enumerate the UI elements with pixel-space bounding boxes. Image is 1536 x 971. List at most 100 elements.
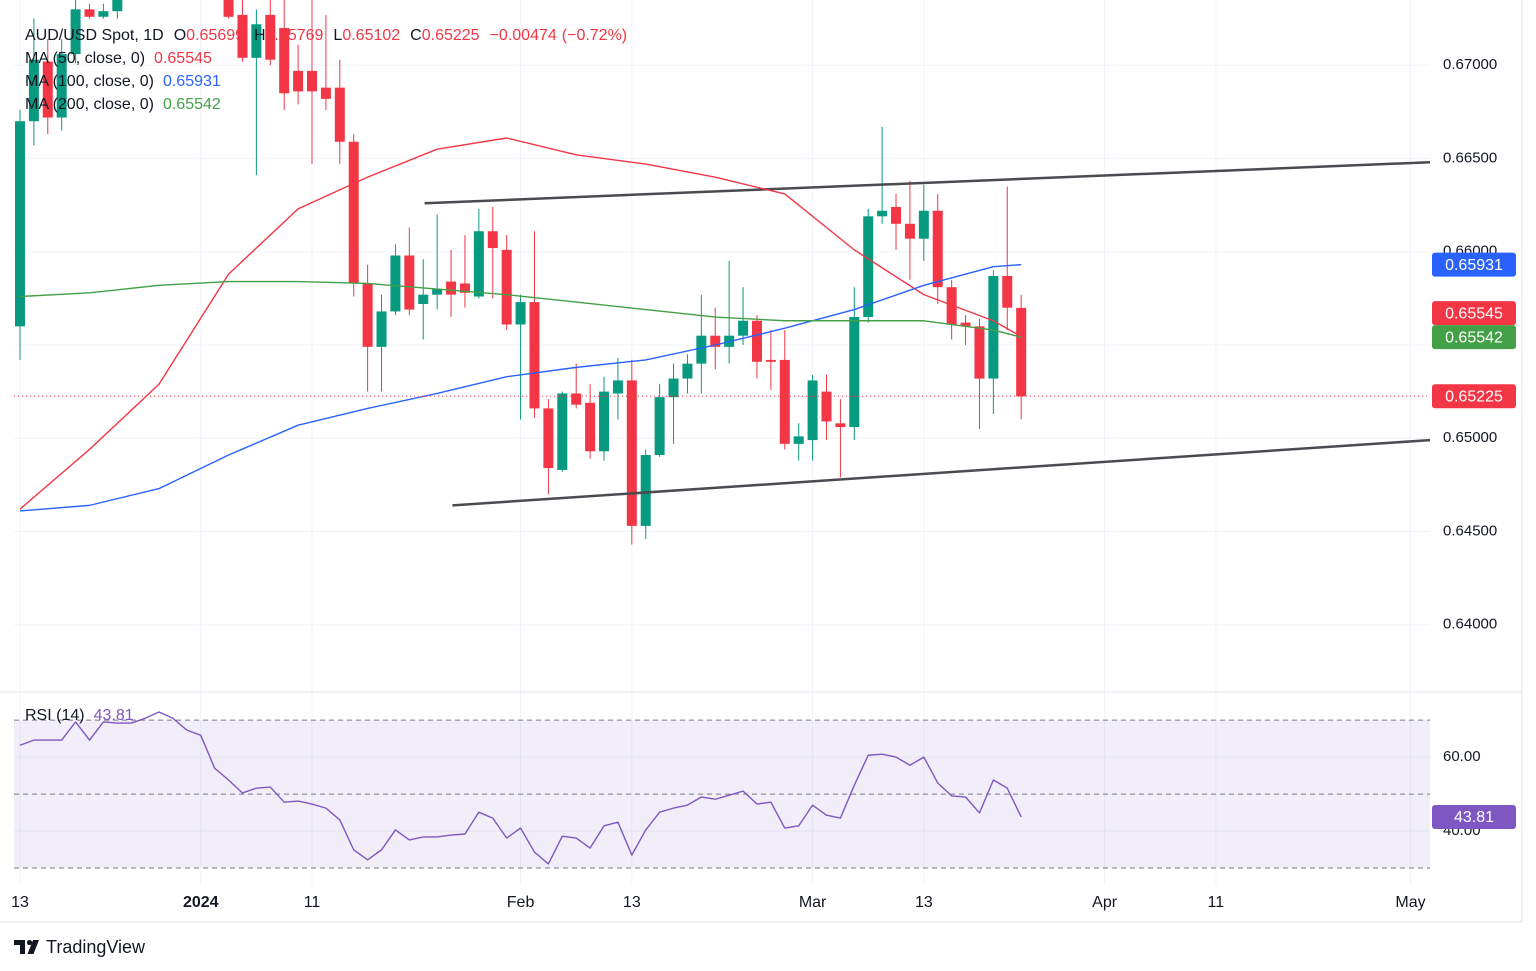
price-badge: [1432, 325, 1516, 350]
candle-body: [418, 294, 429, 304]
legend-name: MA (50, close, 0): [25, 50, 145, 67]
price-badge: [1432, 301, 1516, 326]
legend-change-percent: (−0.72%): [562, 27, 627, 44]
candle-body: [487, 231, 498, 249]
series-line: [19, 137, 1022, 510]
legend-name: MA (100, close, 0): [25, 73, 154, 90]
legend-name: MA (200, close, 0): [25, 96, 154, 113]
legend-value: 0.65699: [186, 27, 244, 44]
trendline: [424, 160, 1430, 205]
candle-body: [571, 393, 582, 405]
candle-body: [682, 363, 693, 379]
y-tick-label: 0.66500: [1443, 149, 1497, 166]
legend-entry: MA (50, close, 0) 0.65545: [25, 50, 212, 67]
legend-value: 0.65542: [163, 96, 221, 113]
candle-body: [599, 391, 610, 452]
x-tick-label: Feb: [507, 894, 535, 911]
candle-body: [585, 402, 596, 452]
candle-body: [904, 223, 915, 239]
legend-key: H: [254, 27, 266, 44]
candle-body: [807, 380, 818, 441]
candle-body: [974, 326, 985, 379]
y-tick-label: 60.00: [1443, 748, 1481, 765]
x-tick-label: 13: [623, 894, 641, 911]
price-badge-label: 43.81: [1454, 809, 1494, 826]
candle-body: [334, 87, 345, 142]
candle-body: [835, 423, 846, 428]
candle-body: [612, 380, 623, 394]
candle-body: [640, 455, 651, 526]
x-tick-label: Mar: [799, 894, 827, 911]
candle-body: [918, 210, 929, 239]
candle-body: [293, 70, 304, 92]
rsi-band: [14, 720, 1430, 868]
legend-key: C: [410, 27, 422, 44]
logo-slash: [27, 940, 39, 954]
candle-body: [932, 210, 943, 288]
candle-body: [376, 311, 387, 347]
legend-header: AUD/USD Spot, 1D O0.65699 H0.65769 L0.65102…: [25, 27, 627, 44]
price-badge: [1432, 384, 1516, 409]
candle-body: [849, 317, 860, 428]
candle-body: [56, 54, 67, 118]
legend-key: L: [333, 27, 342, 44]
price-pane: [14, 0, 1430, 545]
candle-body: [863, 216, 874, 318]
candle-body: [891, 207, 902, 224]
candle-body: [696, 335, 707, 364]
candle-body: [362, 283, 373, 347]
candle-body: [1002, 276, 1013, 308]
candle-body: [98, 11, 109, 17]
legend-value: 43.81: [94, 707, 134, 724]
legend-entry: MA (100, close, 0) 0.65931: [25, 73, 221, 90]
logo-mark: [14, 940, 25, 954]
candle-body: [237, 14, 248, 58]
candle-body: [279, 27, 290, 94]
candle-body: [42, 61, 53, 118]
candle-body: [251, 24, 262, 58]
x-tick-label: 13: [915, 894, 933, 911]
candle-body: [668, 378, 679, 398]
x-tick-label: May: [1395, 894, 1425, 911]
candle-body: [821, 391, 832, 422]
y-tick-label: 0.64500: [1443, 522, 1497, 539]
candle-body: [459, 283, 470, 293]
y-tick-label: 0.67000: [1443, 56, 1497, 73]
candle-body: [877, 210, 888, 217]
candle-body: [557, 393, 568, 470]
candle-body: [28, 59, 39, 122]
candle-body: [223, 0, 234, 17]
price-badge-label: 0.65545: [1445, 305, 1503, 322]
legend-change: −0.00474: [490, 27, 557, 44]
legend-title: RSI (14): [25, 707, 85, 724]
legend-entry: RSI (14) 43.81: [25, 707, 134, 724]
candle-body: [14, 121, 25, 327]
candle-body: [654, 397, 665, 456]
candle-body: [390, 255, 401, 312]
candle-body: [432, 289, 443, 295]
candle-body: [515, 302, 526, 325]
candle-body: [265, 14, 276, 60]
legend-entry: MA (200, close, 0) 0.65542: [25, 96, 221, 113]
candle-body: [793, 436, 804, 444]
candle-body: [446, 281, 457, 295]
candle-body: [960, 322, 971, 327]
series-line: [19, 263, 1022, 512]
candle-body: [404, 255, 415, 310]
legend-value: 0.65931: [163, 73, 221, 90]
y-tick-label: 0.64000: [1443, 616, 1497, 633]
y-tick-label: 0.65000: [1443, 429, 1497, 446]
candle-body: [765, 359, 776, 362]
candle-body: [751, 320, 762, 362]
legend-value: 0.65769: [266, 27, 324, 44]
price-badge: [1432, 804, 1516, 829]
candle-body: [1016, 307, 1027, 397]
candle-body: [70, 9, 81, 55]
price-badge-label: 0.65542: [1445, 329, 1503, 346]
legend-value: 0.65545: [154, 50, 212, 67]
legend-key: O: [174, 27, 186, 44]
x-tick-label: 2024: [183, 894, 219, 911]
price-badge-label: 0.65225: [1445, 389, 1503, 406]
candle-body: [320, 87, 331, 99]
